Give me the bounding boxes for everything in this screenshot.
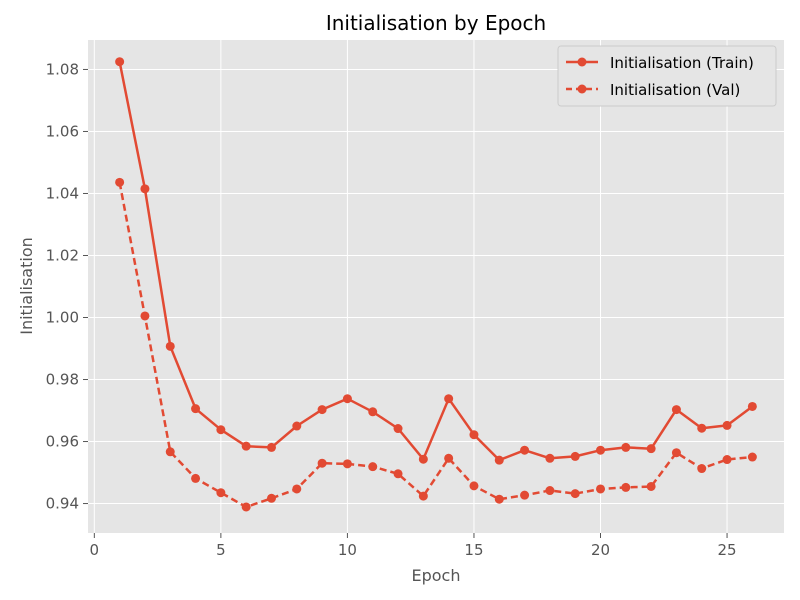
legend-val-label: Initialisation (Val) [610,81,740,99]
y-tick-label: 1.08 [46,60,79,78]
legend-train-marker [577,57,587,67]
x-tick-label: 5 [216,541,226,559]
data-point-train [368,407,378,417]
data-point-train [266,442,276,452]
data-point-val [165,447,175,457]
data-point-val [520,490,530,500]
y-tick-label: 1.02 [46,246,79,264]
data-point-val [241,502,251,512]
data-point-train [545,453,555,463]
y-tick-label: 0.98 [46,371,79,389]
data-point-val [216,488,226,498]
data-point-val [368,462,378,472]
data-point-val [494,494,504,504]
data-point-val [140,311,150,321]
plot-area [88,40,784,533]
data-point-train [342,394,352,404]
data-point-val [697,464,707,474]
data-point-train [621,442,631,452]
y-tick-label: 1.06 [46,122,79,140]
data-point-train [292,421,302,431]
data-point-train [216,425,226,435]
legend: Initialisation (Train) Initialisation (V… [557,45,777,107]
data-point-val [292,484,302,494]
legend-val-marker [577,84,587,94]
data-point-train [722,420,732,430]
chart-title: Initialisation by Epoch [326,11,546,35]
data-point-val [393,469,403,479]
data-point-val [570,489,580,499]
data-point-val [621,482,631,492]
data-point-train [444,394,454,404]
y-tick-label: 0.96 [46,433,79,451]
data-point-train [165,341,175,351]
x-tick-label: 25 [718,541,737,559]
data-point-train [115,57,125,67]
data-point-train [697,423,707,433]
x-tick-label: 15 [464,541,483,559]
axis-ticks: 0 5 10 15 20 25 0.94 0.96 0.98 1.00 1.02 1.04 1.06 1.… [46,60,737,559]
data-point-train [596,445,606,455]
data-point-train [570,451,580,461]
data-point-val [545,486,555,496]
data-point-train [317,405,327,415]
data-point-val [115,177,125,187]
data-point-val [444,453,454,463]
legend-box [557,45,777,107]
data-point-val [342,459,352,469]
data-point-val [266,493,276,503]
data-point-train [520,445,530,455]
data-point-train [140,184,150,194]
y-axis-label: Initialisation [17,237,36,335]
data-point-train [191,404,201,414]
data-point-val [418,491,428,501]
data-point-val [671,448,681,458]
data-point-val [646,481,656,491]
data-point-train [241,441,251,451]
x-axis-label: Epoch [412,566,461,585]
data-point-val [191,473,201,483]
data-point-train [494,455,504,465]
data-point-train [418,454,428,464]
data-point-val [596,484,606,494]
data-point-train [469,430,479,440]
y-tick-label: 1.00 [46,309,79,327]
data-point-train [646,444,656,454]
data-point-val [722,455,732,465]
data-point-train [393,424,403,434]
x-tick-label: 10 [338,541,357,559]
series-layer [115,57,757,512]
data-point-val [469,481,479,491]
data-point-train [671,405,681,415]
y-tick-label: 1.04 [46,184,79,202]
legend-train-label: Initialisation (Train) [610,54,754,72]
data-point-val [747,452,757,462]
x-tick-label: 20 [591,541,610,559]
x-tick-label: 0 [90,541,100,559]
data-point-train [747,401,757,411]
y-tick-label: 0.94 [46,495,79,513]
data-point-val [317,458,327,468]
